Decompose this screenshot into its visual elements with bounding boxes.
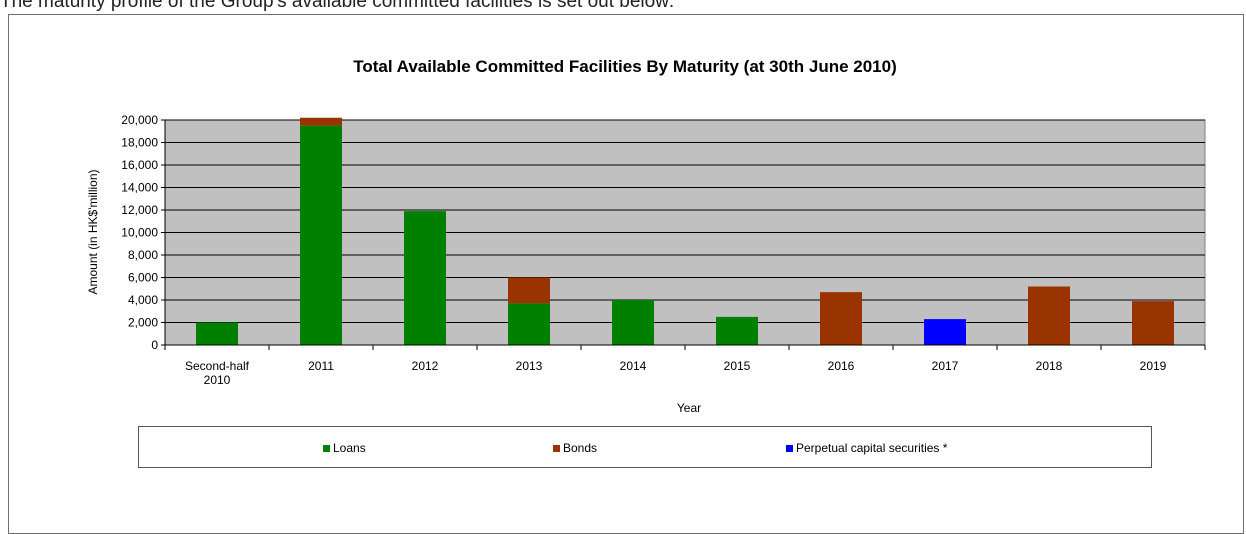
- y-tick-label: 4,000: [128, 293, 158, 307]
- chart-title: Total Available Committed Facilities By …: [353, 57, 897, 76]
- legend: Loans Bonds Perpetual capital securities…: [138, 426, 1152, 468]
- x-tick-label: 2012: [412, 359, 439, 373]
- x-tick-label: Second-half 2010: [185, 359, 250, 387]
- legend-label-bonds: Bonds: [563, 441, 598, 455]
- bar-bonds-6: [820, 292, 862, 345]
- y-tick-label: 2,000: [128, 316, 158, 330]
- y-tick-label: 8,000: [128, 248, 158, 262]
- y-tick-label: 18,000: [121, 136, 158, 150]
- x-tick-label: 2014: [620, 359, 647, 373]
- bar-bonds-3: [508, 277, 550, 304]
- x-axis-label: Year: [677, 401, 701, 415]
- y-tick-label: 0: [151, 338, 158, 352]
- bar-perpetual-7: [924, 319, 966, 345]
- legend-item-perpetual: Perpetual capital securities *: [786, 441, 947, 455]
- y-tick-label: 6,000: [128, 271, 158, 285]
- x-tick-label: 2015: [724, 359, 751, 373]
- bar-bonds-1: [300, 117, 342, 126]
- y-tick-labels: 0 2,000 4,000 6,000 8,000 10,000 12,000 14,000 1…: [121, 113, 165, 352]
- x-tick-label: 2018: [1036, 359, 1063, 373]
- x-tick-labels: Second-half 2010 2011 2012 2013 2014 2015 2016 2…: [164, 345, 1206, 387]
- bar-loans-2: [404, 211, 446, 345]
- legend-label-loans: Loans: [333, 441, 366, 455]
- y-tick-label: 14,000: [121, 181, 158, 195]
- x-tick-label: 2011: [308, 359, 334, 373]
- y-tick-label: 12,000: [121, 203, 158, 217]
- x-tick-label: 2016: [828, 359, 855, 373]
- legend-swatch-loans: [323, 444, 330, 452]
- legend-swatch-perpetual: [786, 444, 793, 452]
- bar-loans-3: [508, 303, 550, 345]
- x-tick-label: 2017: [932, 359, 959, 373]
- y-tick-label: 16,000: [121, 158, 158, 172]
- x-tick-label: 2019: [1140, 359, 1167, 373]
- legend-item-loans: Loans: [323, 441, 366, 455]
- legend-label-perpetual: Perpetual capital securities *: [796, 441, 948, 455]
- bars: [196, 117, 1174, 345]
- legend-swatch-bonds: [553, 444, 560, 452]
- legend-item-bonds: Bonds: [553, 441, 597, 455]
- y-tick-label: 10,000: [121, 226, 158, 240]
- intro-text: The maturity profile of the Group's avai…: [0, 0, 675, 12]
- bar-bonds-9: [1132, 301, 1174, 345]
- y-axis-label: Amount (in HK$'million): [86, 169, 100, 294]
- bar-loans-1: [300, 125, 342, 345]
- x-tick-label: 2013: [516, 359, 543, 373]
- bar-loans-0: [196, 322, 238, 345]
- bar-loans-4: [612, 300, 654, 345]
- y-tick-label: 20,000: [121, 113, 158, 127]
- bar-bonds-8: [1028, 286, 1070, 345]
- bar-loans-5: [716, 316, 758, 345]
